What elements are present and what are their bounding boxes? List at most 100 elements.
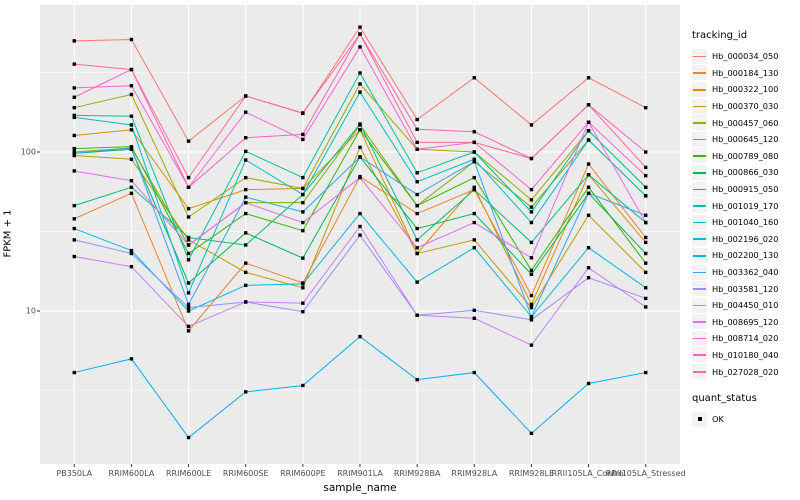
data-point: [472, 308, 476, 313]
legend-key-swatch: [692, 247, 707, 263]
legend-key-swatch: [692, 65, 707, 81]
data-point: [358, 45, 362, 49]
data-point: [472, 238, 476, 242]
data-point: [186, 215, 191, 219]
legend-line-icon: [693, 304, 706, 307]
legend-line-icon: [693, 321, 706, 323]
legend-key-swatch: [692, 314, 707, 330]
legend-line-icon: [693, 288, 706, 290]
data-point: [472, 185, 476, 189]
data-point: [472, 220, 476, 225]
legend-line-icon: [693, 171, 706, 174]
legend-item-label: Hb_000866_030: [712, 167, 779, 178]
data-point: [129, 178, 134, 183]
data-point: [529, 343, 534, 347]
data-point: [129, 128, 134, 132]
data-point: [586, 172, 591, 177]
legend-item-Hb_001019_170: Hb_001019_170: [692, 197, 798, 214]
data-point: [72, 169, 76, 173]
data-point: [472, 187, 476, 192]
data-point: [72, 217, 76, 221]
legend-line-icon: [693, 354, 706, 357]
data-point: [586, 381, 591, 386]
data-point: [129, 123, 134, 127]
data-point: [529, 210, 534, 214]
data-point: [301, 210, 305, 214]
data-point: [529, 220, 534, 225]
legend-item-Hb_002200_130: Hb_002200_130: [692, 247, 798, 264]
legend-item-label: Hb_008695_120: [712, 316, 779, 327]
legend-item-label: Hb_003581_120: [712, 283, 779, 294]
data-point: [72, 151, 76, 156]
legend-key-swatch: [692, 330, 707, 346]
data-point: [186, 251, 191, 256]
data-point: [186, 329, 191, 333]
legend-title-tracking-id: tracking_id: [692, 30, 748, 41]
data-point: [129, 251, 134, 256]
data-point: [129, 185, 134, 189]
data-point: [72, 39, 76, 43]
legend-item-Hb_001040_160: Hb_001040_160: [692, 214, 798, 231]
legend-item-Hb_027028_020: Hb_027028_020: [692, 363, 798, 380]
legend-key-swatch: [692, 131, 707, 147]
data-point: [186, 291, 191, 295]
legend-key-swatch: [692, 264, 707, 280]
data-point: [644, 240, 648, 245]
data-point: [301, 282, 305, 286]
data-point: [244, 270, 248, 275]
data-point: [586, 185, 591, 189]
data-point: [244, 390, 248, 394]
legend-key-swatch: [692, 148, 707, 164]
data-point: [358, 334, 362, 339]
legend-key-swatch: [692, 198, 707, 214]
data-point: [415, 203, 419, 208]
legend-line-icon: [693, 72, 706, 74]
data-point: [529, 156, 534, 161]
legend-item-Hb_000184_130: Hb_000184_130: [692, 65, 798, 82]
data-point: [186, 281, 191, 285]
legend-item-Hb_000370_030: Hb_000370_030: [692, 98, 798, 115]
data-point: [529, 272, 534, 277]
legend-item-label: Hb_010180_040: [712, 349, 779, 360]
data-point: [358, 233, 362, 237]
data-point: [644, 305, 648, 309]
data-point: [529, 431, 534, 436]
data-point: [644, 251, 648, 256]
data-point: [186, 235, 191, 240]
data-point: [529, 205, 534, 209]
data-point: [529, 256, 534, 260]
legend-item-label: Hb_004450_010: [712, 300, 779, 311]
legend-item-label: Hb_003362_040: [712, 267, 779, 278]
legend-key-swatch: [692, 347, 707, 363]
data-point: [586, 138, 591, 142]
data-point: [244, 261, 248, 265]
data-point: [301, 301, 305, 305]
legend-line-icon: [693, 238, 706, 240]
data-point: [586, 191, 591, 195]
x-tick-label: PB350LA: [56, 469, 93, 478]
x-tick-label: RRIM928BA: [393, 469, 441, 478]
data-point: [72, 370, 76, 375]
data-point: [644, 105, 648, 110]
x-tick-label: RRIM600LA: [108, 469, 155, 478]
data-point: [644, 213, 648, 217]
legend-line-icon: [693, 138, 706, 141]
legend-item-Hb_000322_100: Hb_000322_100: [692, 81, 798, 98]
data-point: [529, 318, 534, 322]
legend-line-icon: [693, 105, 706, 108]
data-point: [415, 280, 419, 284]
data-point: [529, 268, 534, 273]
data-point: [529, 315, 534, 319]
data-point: [301, 186, 305, 191]
data-point: [644, 296, 648, 301]
legend-key-swatch: [692, 81, 707, 97]
data-point: [415, 180, 419, 184]
data-point: [301, 228, 305, 233]
legend-item-label: Hb_000915_050: [712, 184, 779, 195]
data-point: [72, 133, 76, 138]
data-point: [301, 220, 305, 225]
data-point: [129, 357, 134, 361]
data-point: [358, 175, 362, 180]
legend-key-swatch: [692, 181, 707, 197]
